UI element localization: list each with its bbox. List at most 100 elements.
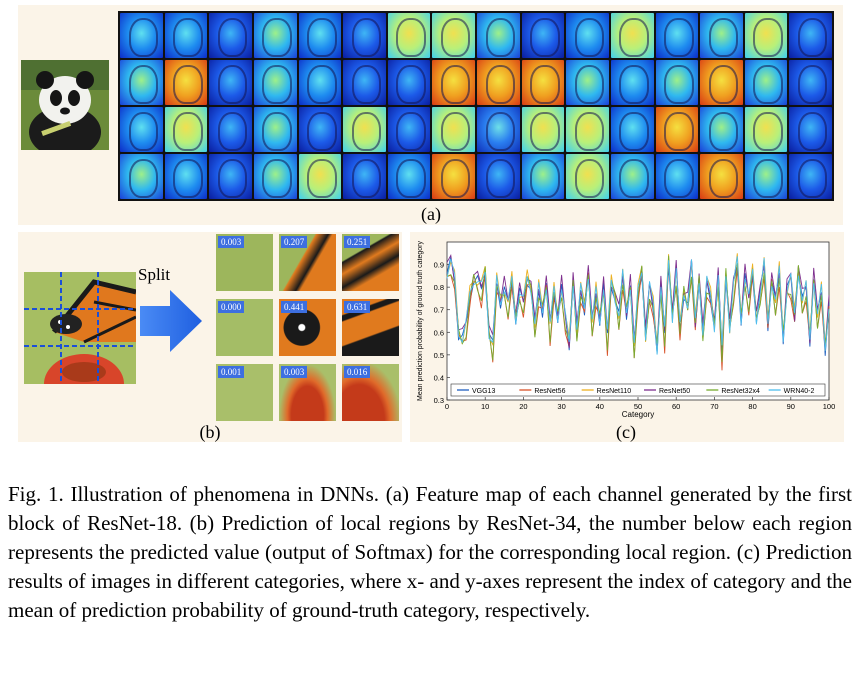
feature-map-tile (120, 60, 163, 105)
region-probability: 0.016 (344, 366, 371, 378)
feature-map-tile (253, 60, 297, 105)
legend-entry: ResNet110 (597, 388, 632, 395)
feature-map-tile (655, 13, 699, 58)
y-tick-label: 0.4 (434, 373, 444, 382)
feature-map-tile (120, 154, 163, 199)
legend-entry: ResNet56 (534, 388, 565, 395)
panel-c-label: (c) (616, 422, 636, 442)
feature-map-tile (298, 107, 342, 152)
feature-map-tile (164, 107, 208, 152)
prediction-line-chart: 0.3 0.4 0.5 0.6 0.7 0.8 0.9 0 10 20 30 40 50 60 70 80 90… (417, 241, 836, 419)
x-tick-label: 0 (445, 402, 449, 411)
x-tick-label: 90 (787, 402, 795, 411)
caption-text: Fig. 1. Illustration of phenomena in DNN… (8, 482, 852, 622)
feature-map-tile (744, 154, 788, 199)
feature-map-tile (209, 13, 252, 58)
local-region: 0.003 (279, 364, 336, 421)
feature-map-tile (343, 13, 386, 58)
feature-map-tile (655, 60, 699, 105)
y-tick-label: 0.9 (434, 261, 444, 270)
legend-entry: WRN40-2 (784, 388, 815, 395)
feature-map-tile (610, 13, 654, 58)
feature-map-tile (343, 60, 386, 105)
panel-a-label: (a) (421, 204, 441, 224)
feature-map-tile (655, 154, 699, 199)
split-label: Split (138, 265, 171, 284)
feature-map-tile (566, 13, 609, 58)
panel-b-local-regions: Split 0.003 0.207 0.251 0.000 0.441 0.631 0.00… (18, 232, 402, 442)
feature-map-tile (477, 13, 520, 58)
legend-entry: ResNet50 (659, 388, 690, 395)
figure-caption: Fig. 1. Illustration of phenomena in DNN… (8, 480, 852, 625)
series-line-resnet32x4 (446, 255, 830, 363)
feature-map-tile (209, 60, 252, 105)
region-probability: 0.631 (344, 301, 371, 313)
region-probability: 0.207 (281, 236, 308, 248)
feature-map-tile (521, 60, 565, 105)
feature-map-tile (209, 107, 252, 152)
series-line-wrn40-2 (446, 256, 830, 355)
feature-map-tile (521, 13, 565, 58)
feature-map-tile (700, 107, 743, 152)
feature-map-tile (789, 107, 832, 152)
feature-map-tile (700, 154, 743, 199)
legend-entry: ResNet32x4 (721, 388, 760, 395)
panel-b-label: (b) (199, 422, 221, 442)
region-probability: 0.003 (281, 366, 308, 378)
local-region: 0.251 (342, 234, 399, 291)
plot-area (446, 241, 830, 401)
x-tick-label: 100 (823, 402, 836, 411)
region-probability: 0.003 (218, 236, 245, 248)
feature-map-tile (432, 107, 475, 152)
x-axis-label: Category (622, 410, 654, 419)
legend-box (450, 383, 826, 397)
feature-map-tile (566, 107, 609, 152)
feature-map-tile (700, 60, 743, 105)
local-region: 0.003 (216, 234, 273, 291)
region-probability: 0.001 (218, 366, 245, 378)
feature-map-tile (209, 154, 252, 199)
feature-map-tile (566, 154, 609, 199)
feature-map-grid (118, 11, 834, 201)
legend-entry: VGG13 (472, 388, 495, 395)
feature-map-tile (387, 60, 431, 105)
feature-map-tile (477, 107, 520, 152)
y-tick-label: 0.5 (434, 351, 444, 360)
x-tick-label: 40 (596, 402, 604, 411)
panda-image (21, 60, 109, 150)
split-arrow-icon (140, 290, 202, 352)
y-tick-label: 0.7 (434, 306, 444, 315)
feature-map-tile (655, 107, 699, 152)
feature-map-tile (744, 60, 788, 105)
panel-c-chart: 0.3 0.4 0.5 0.6 0.7 0.8 0.9 0 10 20 30 40 50 60 70 80 90… (410, 232, 844, 442)
feature-map-tile (387, 154, 431, 199)
feature-map-tile (744, 107, 788, 152)
region-probability: 0.441 (281, 301, 308, 313)
x-tick-label: 70 (710, 402, 718, 411)
feature-map-tile (343, 154, 386, 199)
feature-map-tile (164, 13, 208, 58)
feature-map-tile (253, 154, 297, 199)
local-region: 0.016 (342, 364, 399, 421)
feature-map-tile (298, 60, 342, 105)
feature-map-tile (789, 154, 832, 199)
feature-map-tile (120, 107, 163, 152)
feature-map-tile (164, 60, 208, 105)
feature-map-tile (432, 13, 475, 58)
region-probability: 0.000 (218, 301, 245, 313)
feature-map-tile (343, 107, 386, 152)
x-tick-label: 30 (557, 402, 565, 411)
feature-map-tile (521, 154, 565, 199)
feature-map-tile (120, 13, 163, 58)
feature-map-tile (432, 60, 475, 105)
feature-map-tile (387, 13, 431, 58)
feature-map-tile (744, 13, 788, 58)
butterfly-image (24, 272, 136, 384)
feature-map-tile (477, 60, 520, 105)
x-tick-label: 80 (748, 402, 756, 411)
local-region: 0.207 (279, 234, 336, 291)
local-region: 0.441 (279, 299, 336, 356)
feature-map-tile (477, 154, 520, 199)
y-axis-label: Mean prediction probability of ground tr… (417, 241, 424, 401)
feature-map-tile (298, 154, 342, 199)
